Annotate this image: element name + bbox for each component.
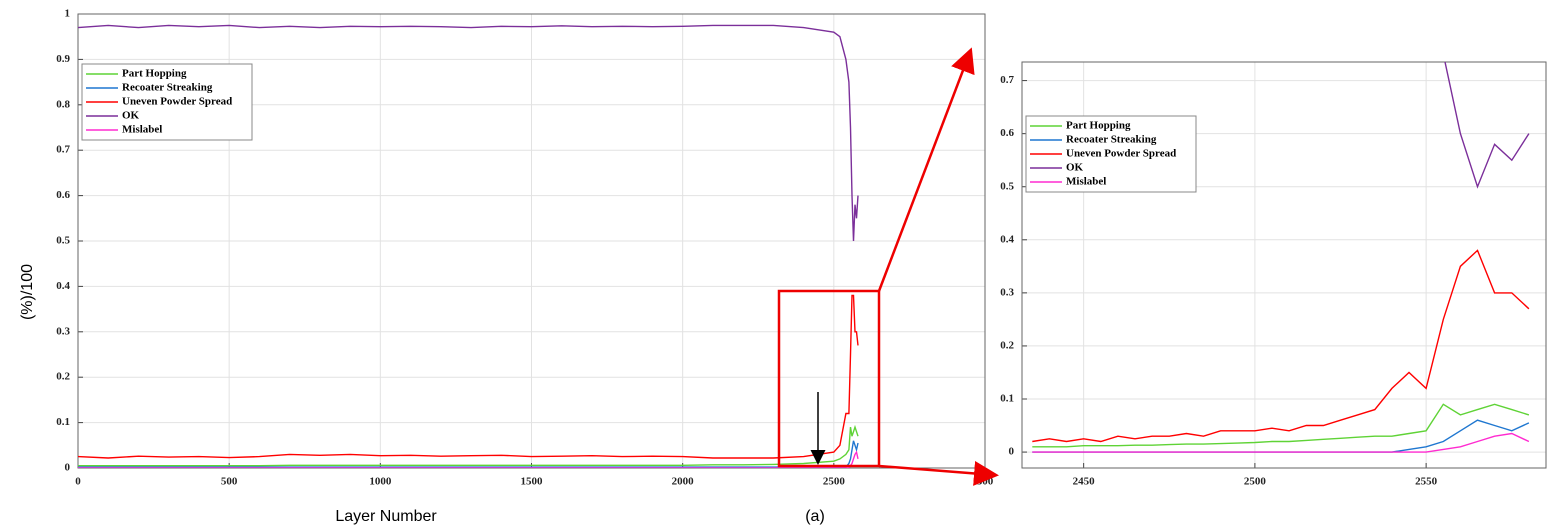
y-tick-label: 0.5 [56, 235, 70, 247]
y-axis-label: (%)/100 [19, 264, 36, 320]
plot-frame [1021, 61, 1547, 469]
legend-label: Recoater Streaking [122, 82, 213, 94]
legend-label: OK [122, 110, 140, 122]
y-tick-label: 0.1 [1000, 393, 1014, 405]
zoom-arrow [878, 460, 999, 486]
legend-label: Uneven Powder Spread [122, 96, 232, 108]
y-tick-label: 0.7 [1000, 74, 1014, 86]
series-line [1032, 432, 1530, 453]
series-line [78, 440, 859, 468]
x-tick-label: 2000 [672, 476, 695, 488]
y-tick-label: 1 [65, 8, 71, 20]
y-tick-label: 0.3 [56, 325, 70, 337]
x-tick-label: 2550 [1415, 476, 1438, 488]
x-tick-label: 1000 [369, 476, 392, 488]
legend-label: Mislabel [122, 124, 162, 136]
legend-label: Uneven Powder Spread [1066, 148, 1176, 160]
series-line [1032, 249, 1530, 443]
y-tick-label: 0.6 [1000, 127, 1014, 139]
series-line [1444, 62, 1530, 189]
y-tick-label: 0.1 [56, 416, 70, 428]
y-tick-label: 0.2 [1000, 339, 1014, 351]
y-tick-label: 0.5 [1000, 180, 1014, 192]
x-tick-label: 2500 [1244, 476, 1267, 488]
y-tick-label: 0.4 [56, 280, 70, 292]
zoom-box [777, 289, 881, 468]
y-tick-label: 0.4 [1000, 233, 1014, 245]
zoom-annotation [777, 47, 999, 486]
x-tick-label: 1500 [521, 476, 544, 488]
y-tick-label: 0.7 [56, 144, 70, 156]
y-tick-label: 0.2 [56, 371, 70, 383]
series-line [78, 24, 859, 242]
x-tick-label: 2450 [1073, 476, 1096, 488]
legend-label: Part Hopping [122, 68, 187, 80]
x-axis-label: Layer Number [335, 508, 437, 525]
series-line [78, 424, 859, 467]
legend-label: Recoater Streaking [1066, 134, 1157, 146]
legend-label: OK [1066, 162, 1084, 174]
x-tick-label: 0 [75, 476, 81, 488]
zoom-arrow [877, 47, 975, 292]
plot-area [1032, 62, 1530, 453]
legend-label: Part Hopping [1066, 120, 1131, 132]
x-tick-label: 300 [977, 476, 994, 488]
y-tick-label: 0.3 [1000, 286, 1014, 298]
legend-label: Mislabel [1066, 176, 1106, 188]
x-tick-label: 500 [221, 476, 238, 488]
y-tick-label: 0.9 [56, 53, 70, 65]
y-tick-label: 0 [65, 462, 71, 474]
y-tick-label: 0.8 [56, 98, 70, 110]
caption: (a) [805, 508, 825, 525]
plot-area [78, 24, 859, 468]
series-line [78, 294, 859, 459]
series-line [1032, 403, 1530, 448]
y-tick-label: 0.6 [56, 189, 70, 201]
y-tick-label: 0 [1009, 446, 1015, 458]
x-tick-label: 2500 [823, 476, 846, 488]
